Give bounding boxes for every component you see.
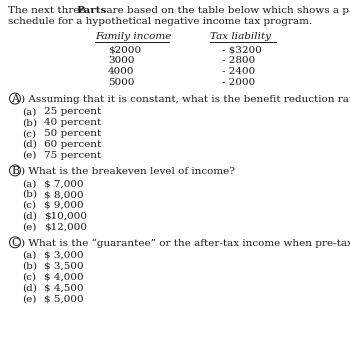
Text: (d): (d) (22, 140, 37, 149)
Text: ) What is the “guarantee” or the after-tax income when pre-tax income is zero?: ) What is the “guarantee” or the after-t… (21, 238, 350, 248)
Text: 25 percent: 25 percent (44, 107, 101, 116)
Text: - 2000: - 2000 (222, 78, 255, 87)
Text: $ 3,000: $ 3,000 (44, 251, 84, 260)
Text: 60 percent: 60 percent (44, 140, 101, 149)
Text: ) Assuming that it is constant, what is the benefit reduction rate?: ) Assuming that it is constant, what is … (21, 95, 350, 104)
Text: $ 4,500: $ 4,500 (44, 284, 84, 293)
Text: (c): (c) (22, 201, 36, 210)
Text: 50 percent: 50 percent (44, 129, 101, 138)
Text: 3000: 3000 (108, 56, 134, 65)
Text: (d): (d) (22, 284, 37, 293)
Text: 40 percent: 40 percent (44, 118, 101, 127)
Text: $ 4,000: $ 4,000 (44, 273, 84, 282)
Text: $ 8,000: $ 8,000 (44, 190, 84, 199)
Text: 5000: 5000 (108, 78, 134, 87)
Text: (a): (a) (22, 179, 36, 188)
Text: are based on the table below which shows a payments: are based on the table below which shows… (100, 6, 350, 15)
Text: $ 5,000: $ 5,000 (44, 295, 84, 304)
Text: Tax liability: Tax liability (210, 32, 271, 41)
Text: - 2800: - 2800 (222, 56, 255, 65)
Text: B: B (12, 166, 20, 176)
Text: 75 percent: 75 percent (44, 151, 101, 160)
Text: schedule for a hypothetical negative income tax program.: schedule for a hypothetical negative inc… (8, 17, 312, 26)
Text: (e): (e) (22, 295, 36, 304)
Text: ) What is the breakeven level of income?: ) What is the breakeven level of income? (21, 166, 235, 175)
Text: Family income: Family income (95, 32, 172, 41)
Text: $2000: $2000 (108, 45, 141, 54)
Text: C: C (12, 238, 20, 248)
Text: A: A (12, 94, 20, 104)
Text: $ 7,000: $ 7,000 (44, 179, 84, 188)
Text: (c): (c) (22, 129, 36, 138)
Text: (e): (e) (22, 151, 36, 160)
Text: Parts: Parts (76, 6, 106, 15)
Text: (e): (e) (22, 223, 36, 232)
Text: (b): (b) (22, 118, 37, 127)
Text: $ 9,000: $ 9,000 (44, 201, 84, 210)
Text: 4000: 4000 (108, 67, 134, 76)
Text: The next three: The next three (8, 6, 89, 15)
Text: $ 3,500: $ 3,500 (44, 262, 84, 271)
Text: (b): (b) (22, 190, 37, 199)
Text: - 2400: - 2400 (222, 67, 255, 76)
Text: - $3200: - $3200 (222, 45, 262, 54)
Text: (a): (a) (22, 107, 36, 116)
Text: (c): (c) (22, 273, 36, 282)
Text: (a): (a) (22, 251, 36, 260)
Text: (d): (d) (22, 212, 37, 221)
Text: (b): (b) (22, 262, 37, 271)
Text: $12,000: $12,000 (44, 223, 87, 232)
Text: $10,000: $10,000 (44, 212, 87, 221)
